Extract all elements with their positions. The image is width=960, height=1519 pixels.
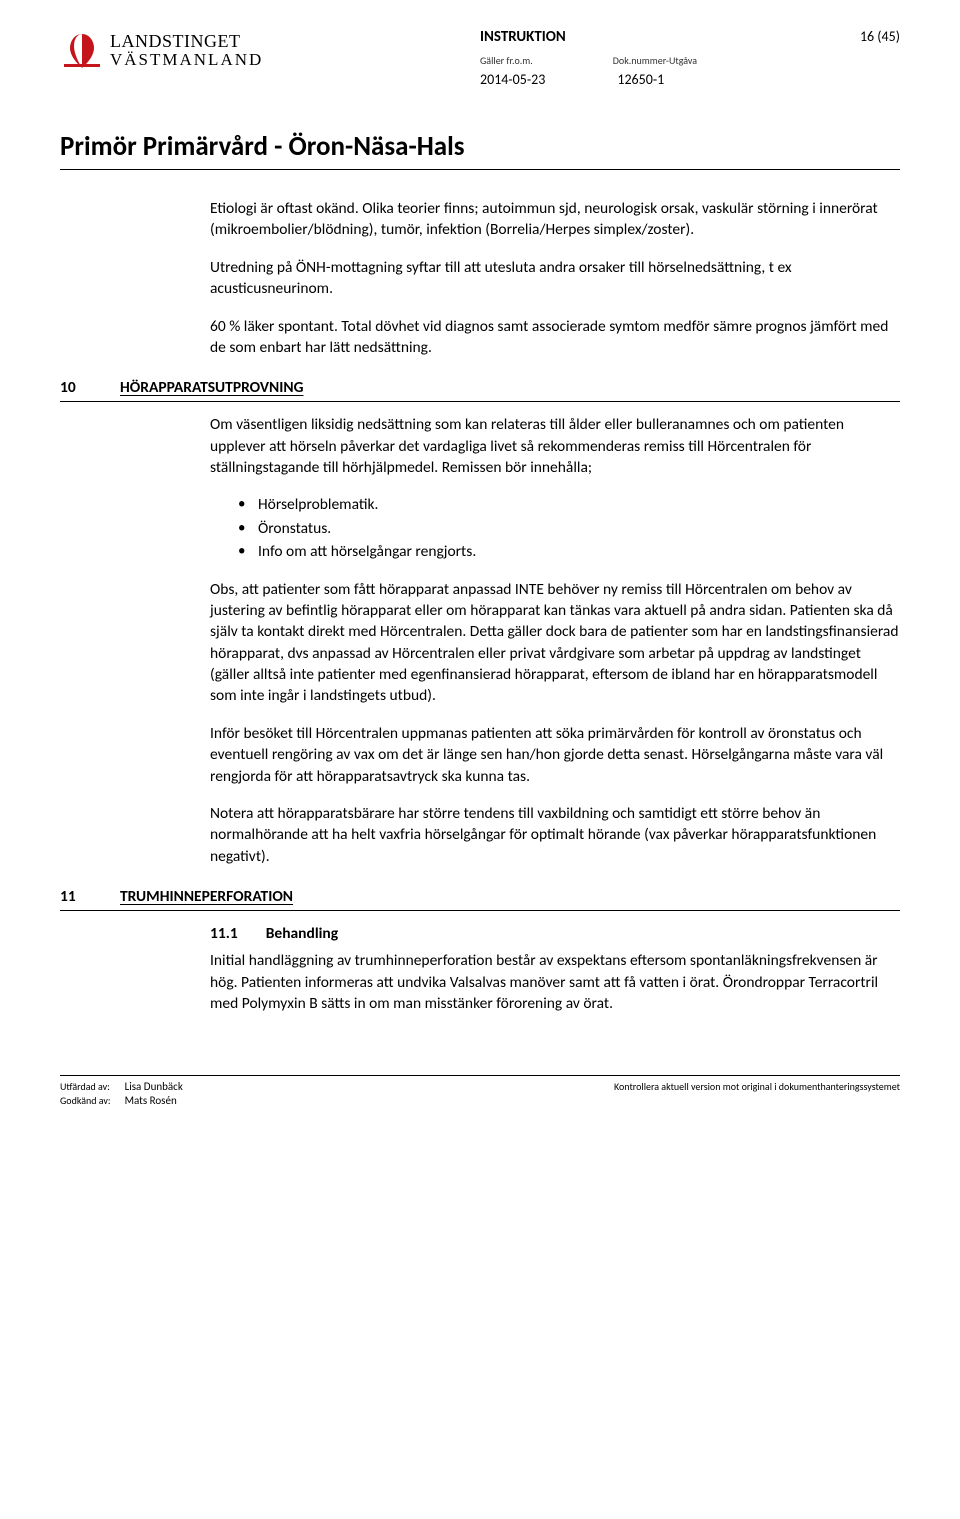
section-10-header: 10 HÖRAPPARATSUTPROVNING bbox=[60, 378, 900, 397]
section-11-content: 11.1 Behandling Initial handläggning av … bbox=[210, 923, 900, 1015]
title-divider bbox=[60, 169, 900, 170]
section-10-heading: HÖRAPPARATSUTPROVNING bbox=[120, 378, 900, 397]
footer-divider bbox=[60, 1075, 900, 1076]
docnum-label: Dok.nummer-Utgåva bbox=[613, 54, 697, 67]
document-title: Primör Primärvård - Öron-Näsa-Hals bbox=[60, 130, 900, 163]
section-10-divider bbox=[60, 401, 900, 402]
section-11-header: 11 TRUMHINNEPERFORATION bbox=[60, 887, 900, 906]
section-11-num: 11 bbox=[60, 887, 120, 906]
footer-left: Utfärdad av: Godkänd av: Lisa Dunbäck Ma… bbox=[60, 1080, 183, 1107]
s10-p2: Obs, att patienter som fått hörapparat a… bbox=[210, 579, 900, 707]
s10-b2: Öronstatus. bbox=[238, 518, 900, 539]
approved-label: Godkänd av: bbox=[60, 1094, 111, 1107]
meta-block: INSTRUKTION 16 (45) Gäller fr.o.m. Dok.n… bbox=[480, 28, 900, 88]
section-10-num: 10 bbox=[60, 378, 120, 397]
section-11-heading: TRUMHINNEPERFORATION bbox=[120, 887, 900, 906]
s10-bullets: Hörselproblematik. Öronstatus. Info om a… bbox=[210, 494, 900, 562]
subsection-11-1-header: 11.1 Behandling bbox=[210, 923, 900, 944]
intro-p2: Utredning på ÖNH-mottagning syftar till … bbox=[210, 257, 900, 300]
s10-p3: Inför besöket till Hörcentralen uppmanas… bbox=[210, 723, 900, 787]
logo-line1: LANDSTINGET bbox=[110, 32, 263, 51]
logo-block: LANDSTINGET VÄSTMANLAND bbox=[60, 28, 263, 72]
docnum-value: 12650-1 bbox=[617, 71, 664, 88]
subsection-11-1-title: Behandling bbox=[266, 923, 338, 944]
logo-line2: VÄSTMANLAND bbox=[110, 51, 263, 69]
s10-p1: Om väsentligen liksidig nedsättning som … bbox=[210, 414, 900, 478]
intro-p3: 60 % läker spontant. Total dövhet vid di… bbox=[210, 316, 900, 359]
logo-icon bbox=[60, 28, 104, 72]
subsection-11-1-num: 11.1 bbox=[210, 923, 238, 944]
logo-text: LANDSTINGET VÄSTMANLAND bbox=[110, 32, 263, 69]
document-header: LANDSTINGET VÄSTMANLAND INSTRUKTION 16 (… bbox=[60, 28, 900, 88]
intro-p1: Etiologi är oftast okänd. Olika teorier … bbox=[210, 198, 900, 241]
s11-p1: Initial handläggning av trumhinneperfora… bbox=[210, 950, 900, 1014]
section-10-content: Om väsentligen liksidig nedsättning som … bbox=[210, 414, 900, 867]
intro-content: Etiologi är oftast okänd. Olika teorier … bbox=[210, 198, 900, 358]
footer: Utfärdad av: Godkänd av: Lisa Dunbäck Ma… bbox=[60, 1075, 900, 1107]
approved-by: Mats Rosén bbox=[125, 1094, 183, 1107]
section-11-divider bbox=[60, 910, 900, 911]
issued-by: Lisa Dunbäck bbox=[125, 1080, 183, 1093]
valid-from-value: 2014-05-23 bbox=[480, 71, 545, 88]
s10-b3: Info om att hörselgångar rengjorts. bbox=[238, 541, 900, 562]
s10-p4: Notera att hörapparatsbärare har större … bbox=[210, 803, 900, 867]
page-number: 16 (45) bbox=[860, 28, 900, 45]
valid-from-label: Gäller fr.o.m. bbox=[480, 54, 533, 67]
doc-type: INSTRUKTION bbox=[480, 28, 566, 46]
footer-note: Kontrollera aktuell version mot original… bbox=[614, 1080, 900, 1107]
issued-label: Utfärdad av: bbox=[60, 1080, 111, 1093]
s10-b1: Hörselproblematik. bbox=[238, 494, 900, 515]
